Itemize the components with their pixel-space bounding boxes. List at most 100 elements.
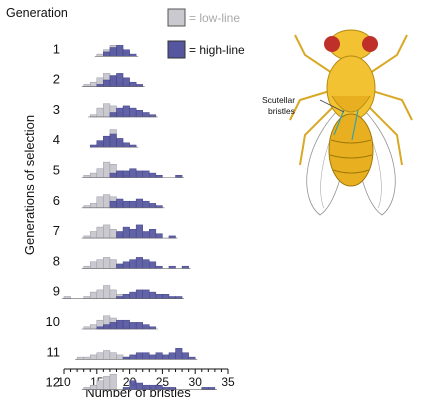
high-line-bar-gen-11 <box>142 352 150 360</box>
high-line-bar-gen-8 <box>129 259 137 269</box>
high-line-bar-gen-3 <box>142 112 150 118</box>
high-line-bar-gen-8 <box>135 257 143 269</box>
high-line-bar-gen-9 <box>135 289 143 299</box>
low-line-bar-gen-7 <box>109 229 117 239</box>
high-line-bar-gen-10 <box>135 322 143 330</box>
generation-label-5: 5 <box>53 163 60 178</box>
high-line-bar-gen-9 <box>142 289 150 299</box>
low-line-bar-gen-8 <box>89 261 98 269</box>
low-line-bar-gen-12 <box>83 387 91 390</box>
high-line-bar-gen-11 <box>188 356 196 360</box>
high-line-bar-gen-7 <box>129 229 137 239</box>
low-line-bar-gen-3 <box>103 103 111 118</box>
high-line-bar-gen-3 <box>129 107 137 118</box>
low-line-bar-gen-8 <box>96 259 104 269</box>
low-line-bar-gen-9 <box>89 291 98 299</box>
high-line-bar-gen-7 <box>122 226 130 239</box>
high-line-bar-gen-11 <box>122 356 130 360</box>
high-line-bar-gen-7 <box>155 233 163 239</box>
high-line-bar-gen-1 <box>129 53 137 57</box>
high-line-bar-gen-11 <box>175 348 183 360</box>
high-line-bar-gen-6 <box>142 200 150 209</box>
low-line-bar-gen-3 <box>89 114 98 118</box>
low-line-bar-gen-3 <box>96 107 104 118</box>
legend-swatch-high <box>167 40 186 59</box>
high-line-bar-gen-12 <box>208 387 216 390</box>
low-line-bar-gen-7 <box>103 224 111 239</box>
generation-label-7: 7 <box>53 223 60 238</box>
high-line-bar-gen-3 <box>149 114 157 118</box>
high-line-bar-gen-7 <box>168 235 176 239</box>
high-line-bar-gen-11 <box>162 354 170 360</box>
legend-label-high: = high-line <box>189 43 245 57</box>
high-line-bar-gen-1 <box>109 47 117 57</box>
high-line-bar-gen-9 <box>122 294 130 299</box>
high-line-bar-gen-5 <box>135 170 143 178</box>
legend-label-low: = low-line <box>189 11 240 25</box>
low-line-bar-gen-8 <box>83 265 91 269</box>
high-line-bar-gen-8 <box>142 259 150 269</box>
low-line-bar-gen-9 <box>63 296 71 299</box>
high-line-bar-gen-12 <box>142 384 150 390</box>
high-line-bar-gen-1 <box>116 45 124 57</box>
low-line-bar-gen-12 <box>103 376 111 390</box>
low-line-bar-gen-12 <box>96 380 104 390</box>
histogram-bars <box>62 45 217 390</box>
high-line-bar-gen-5 <box>129 168 137 178</box>
high-line-bar-gen-8 <box>168 265 176 269</box>
high-line-bar-gen-9 <box>162 294 170 299</box>
high-line-bar-gen-4 <box>96 140 104 148</box>
high-line-bar-gen-5 <box>109 172 117 178</box>
low-line-bar-gen-6 <box>96 196 104 209</box>
low-line-bar-gen-7 <box>83 235 91 239</box>
generation-header: Generation <box>6 6 68 20</box>
high-line-bar-gen-11 <box>155 352 163 360</box>
generation-label-9: 9 <box>53 284 60 299</box>
high-line-bar-gen-6 <box>116 198 124 209</box>
high-line-bar-gen-7 <box>142 231 150 239</box>
high-line-bar-gen-12 <box>122 387 130 390</box>
high-line-bar-gen-11 <box>181 352 189 360</box>
low-line-bar-gen-11 <box>83 356 91 360</box>
high-line-bar-gen-6 <box>129 200 137 209</box>
low-line-bar-gen-11 <box>109 352 117 360</box>
generation-label-3: 3 <box>53 102 60 117</box>
high-line-bar-gen-12 <box>162 387 170 390</box>
high-line-bar-gen-3 <box>122 105 130 118</box>
generation-label-11: 11 <box>47 344 61 359</box>
high-line-bar-gen-12 <box>201 387 209 390</box>
high-line-bar-gen-2 <box>135 84 143 87</box>
high-line-bar-gen-2 <box>109 75 117 87</box>
high-line-bar-gen-10 <box>142 324 150 330</box>
generation-label-12: 12 <box>46 375 60 390</box>
scutellar-label-line2: bristles <box>268 106 295 116</box>
x-tick-label: 30 <box>189 375 203 389</box>
fruit-fly-icon <box>289 29 413 216</box>
high-line-bar-gen-11 <box>129 354 137 360</box>
high-line-bar-gen-11 <box>149 354 157 360</box>
high-line-bar-gen-8 <box>122 261 130 269</box>
high-line-bar-gen-7 <box>149 229 157 239</box>
generation-label-8: 8 <box>53 253 60 268</box>
high-line-bar-gen-8 <box>116 263 124 269</box>
high-line-bar-gen-10 <box>96 326 104 330</box>
high-line-bar-gen-11 <box>135 352 143 360</box>
high-line-bar-gen-4 <box>103 135 111 148</box>
high-line-bar-gen-7 <box>116 231 124 239</box>
high-line-bar-gen-12 <box>129 380 137 390</box>
high-line-bar-gen-2 <box>129 81 137 87</box>
high-line-bar-gen-12 <box>135 382 143 390</box>
scutellar-label-line1: Scutellar <box>262 95 295 105</box>
low-line-bar-gen-6 <box>83 205 91 209</box>
high-line-bar-gen-9 <box>116 296 124 299</box>
low-line-bar-gen-2 <box>89 81 98 87</box>
low-line-bar-gen-9 <box>96 289 104 299</box>
high-line-bar-gen-10 <box>122 319 130 330</box>
generation-label-10: 10 <box>46 314 60 329</box>
high-line-bar-gen-12 <box>155 384 163 390</box>
high-line-bar-gen-8 <box>149 261 157 269</box>
high-line-bar-gen-6 <box>135 198 143 209</box>
high-line-bar-gen-12 <box>149 384 157 390</box>
high-line-bar-gen-6 <box>109 200 117 209</box>
